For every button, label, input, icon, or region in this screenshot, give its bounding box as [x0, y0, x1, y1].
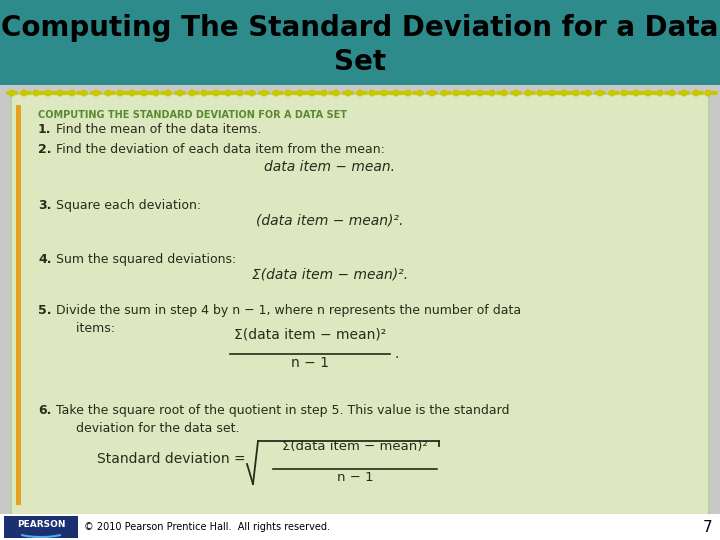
Bar — [0, 0, 720, 85]
Circle shape — [428, 90, 436, 97]
Circle shape — [140, 90, 148, 97]
Text: Set: Set — [334, 48, 386, 76]
Circle shape — [284, 90, 292, 97]
Bar — [0, 514, 720, 540]
Circle shape — [560, 90, 567, 97]
Text: 4.: 4. — [38, 253, 52, 266]
Circle shape — [32, 90, 40, 97]
Text: COMPUTING THE STANDARD DEVIATION FOR A DATA SET: COMPUTING THE STANDARD DEVIATION FOR A D… — [38, 110, 347, 120]
Text: 7: 7 — [703, 519, 712, 535]
Text: 1.: 1. — [38, 123, 52, 136]
Circle shape — [45, 90, 52, 97]
Circle shape — [464, 90, 472, 97]
Text: n − 1: n − 1 — [291, 356, 329, 370]
Circle shape — [225, 90, 232, 97]
Text: Σ(data item − mean)²: Σ(data item − mean)² — [234, 327, 386, 341]
Text: Divide the sum in step 4 by n − 1, where n represents the number of data
     it: Divide the sum in step 4 by n − 1, where… — [56, 304, 521, 335]
Text: Sum the squared deviations:: Sum the squared deviations: — [56, 253, 236, 266]
Circle shape — [621, 90, 628, 97]
Circle shape — [608, 90, 616, 97]
Text: Find the deviation of each data item from the mean:: Find the deviation of each data item fro… — [56, 143, 385, 156]
Circle shape — [333, 90, 340, 97]
Circle shape — [164, 90, 171, 97]
Text: data item − mean.: data item − mean. — [264, 160, 395, 174]
Circle shape — [680, 90, 688, 97]
Text: 5.: 5. — [38, 304, 52, 317]
Circle shape — [549, 90, 556, 97]
Circle shape — [81, 90, 88, 97]
Circle shape — [261, 90, 268, 97]
Circle shape — [452, 90, 459, 97]
Circle shape — [477, 90, 484, 97]
Circle shape — [320, 90, 328, 97]
Text: Find the mean of the data items.: Find the mean of the data items. — [56, 123, 261, 136]
Circle shape — [704, 90, 711, 97]
Circle shape — [693, 90, 700, 97]
Circle shape — [405, 90, 412, 97]
Bar — [16, 105, 21, 505]
Circle shape — [500, 90, 508, 97]
Circle shape — [308, 90, 315, 97]
Circle shape — [632, 90, 639, 97]
Circle shape — [585, 90, 592, 97]
Text: (data item − mean)².: (data item − mean)². — [256, 214, 404, 228]
Circle shape — [248, 90, 256, 97]
Text: Take the square root of the quotient in step 5. This value is the standard
     : Take the square root of the quotient in … — [56, 404, 510, 435]
Circle shape — [153, 90, 160, 97]
FancyBboxPatch shape — [11, 94, 709, 516]
Circle shape — [344, 90, 351, 97]
Circle shape — [20, 90, 27, 97]
Circle shape — [369, 90, 376, 97]
Text: 2.: 2. — [38, 143, 52, 156]
Text: 6.: 6. — [38, 404, 51, 417]
Circle shape — [117, 90, 124, 97]
Text: Σ(data item − mean)².: Σ(data item − mean)². — [252, 268, 408, 282]
Circle shape — [200, 90, 207, 97]
Text: .: . — [395, 347, 400, 361]
Text: PEARSON: PEARSON — [17, 520, 66, 529]
Circle shape — [68, 90, 76, 97]
Circle shape — [189, 90, 196, 97]
Circle shape — [392, 90, 400, 97]
Circle shape — [536, 90, 544, 97]
Text: Computing The Standard Deviation for a Data: Computing The Standard Deviation for a D… — [1, 14, 719, 42]
Circle shape — [416, 90, 423, 97]
Text: 3.: 3. — [38, 199, 51, 212]
Circle shape — [212, 90, 220, 97]
Circle shape — [128, 90, 135, 97]
Circle shape — [104, 90, 112, 97]
Text: Square each deviation:: Square each deviation: — [56, 199, 201, 212]
Circle shape — [176, 90, 184, 97]
Text: © 2010 Pearson Prentice Hall.  All rights reserved.: © 2010 Pearson Prentice Hall. All rights… — [84, 522, 330, 532]
Circle shape — [572, 90, 580, 97]
Circle shape — [513, 90, 520, 97]
Text: Σ(data item − mean)²: Σ(data item − mean)² — [282, 440, 428, 453]
Circle shape — [488, 90, 495, 97]
Circle shape — [657, 90, 664, 97]
Circle shape — [524, 90, 531, 97]
Circle shape — [668, 90, 675, 97]
Circle shape — [272, 90, 279, 97]
Circle shape — [92, 90, 99, 97]
Circle shape — [596, 90, 603, 97]
Circle shape — [56, 90, 63, 97]
FancyBboxPatch shape — [4, 516, 78, 538]
Text: n − 1: n − 1 — [337, 471, 373, 484]
Circle shape — [644, 90, 652, 97]
Circle shape — [356, 90, 364, 97]
Text: Standard deviation =: Standard deviation = — [97, 452, 250, 466]
Circle shape — [9, 90, 16, 97]
Circle shape — [236, 90, 243, 97]
Circle shape — [297, 90, 304, 97]
Circle shape — [380, 90, 387, 97]
Circle shape — [441, 90, 448, 97]
